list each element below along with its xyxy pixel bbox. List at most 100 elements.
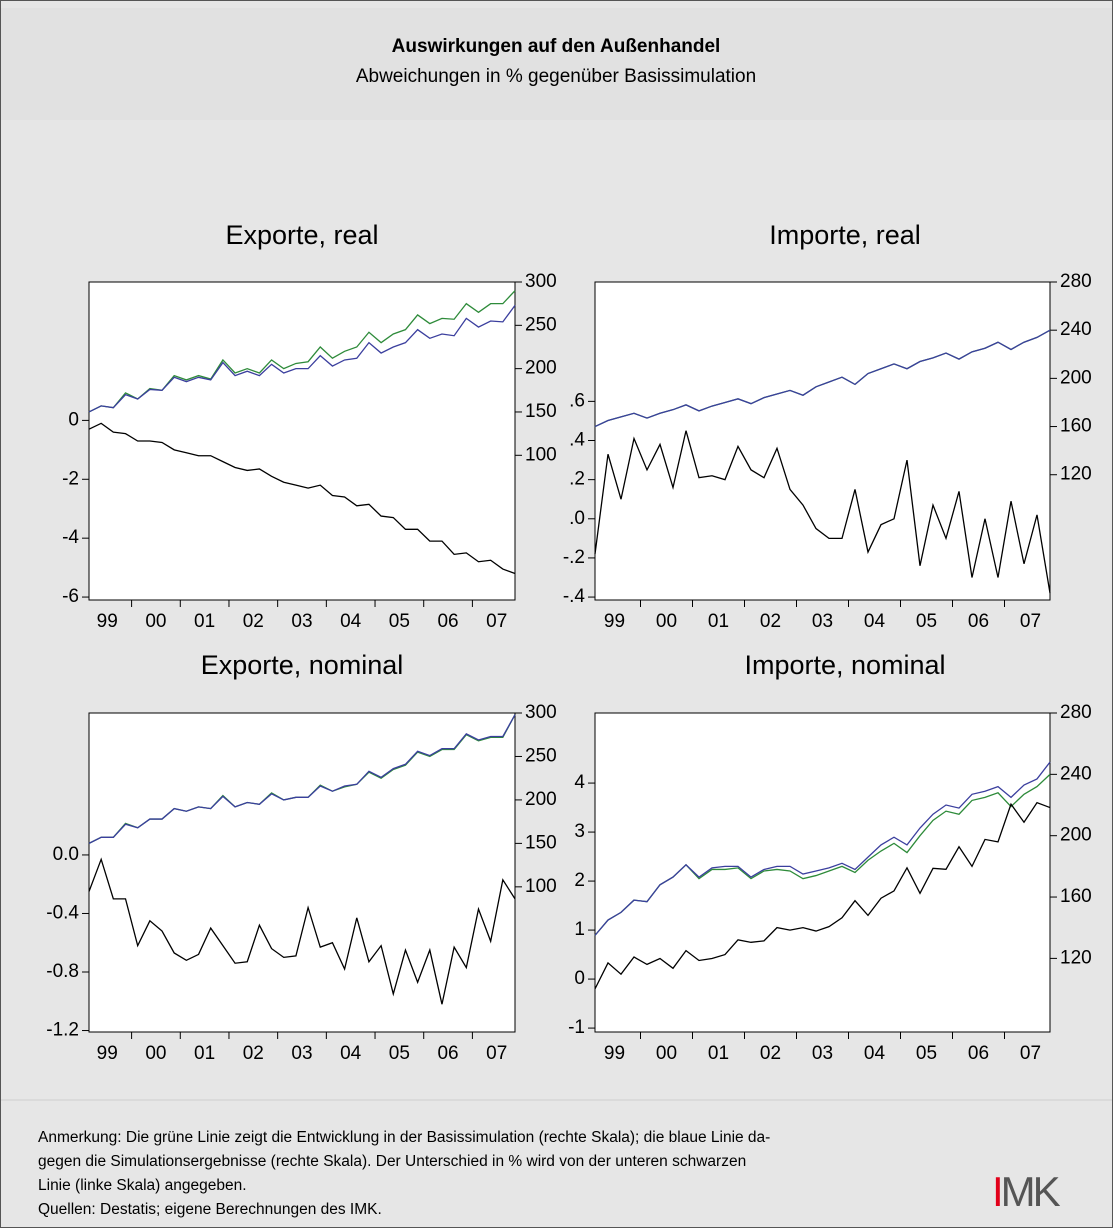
x-tick-label: 99 xyxy=(97,611,118,632)
x-tick-label: 02 xyxy=(760,611,781,632)
x-tick-label: 06 xyxy=(437,1043,458,1064)
page-subtitle: Abweichungen in % gegenüber Basissimulat… xyxy=(356,66,756,87)
note-line: Quellen: Destatis; eigene Berechnungen d… xyxy=(38,1201,382,1218)
panel-title: Importe, real xyxy=(769,220,921,250)
x-tick-label: 06 xyxy=(968,1043,989,1064)
y2-tick-label: 280 xyxy=(1060,271,1092,292)
y2-tick-label: 160 xyxy=(1060,416,1092,437)
y2-tick-label: 120 xyxy=(1060,464,1092,485)
x-tick-label: 06 xyxy=(437,611,458,632)
x-tick-label: 03 xyxy=(812,611,833,632)
x-tick-label: 07 xyxy=(486,1043,507,1064)
plot-area xyxy=(88,712,516,1033)
logo: IMK xyxy=(992,1168,1061,1215)
page-title: Auswirkungen auf den Außenhandel xyxy=(392,36,721,57)
x-tick-label: 01 xyxy=(194,611,215,632)
series-line xyxy=(594,801,1051,990)
series-line xyxy=(88,422,516,575)
y2-tick-label: 120 xyxy=(1060,947,1092,968)
y-tick-label: -0.4 xyxy=(46,902,79,923)
y2-tick-label: 150 xyxy=(525,401,557,422)
y-tick-label: -0.8 xyxy=(46,961,79,982)
y-tick-label: 0 xyxy=(68,409,79,430)
y-tick-label: 4 xyxy=(574,772,585,793)
series-line xyxy=(594,430,1051,594)
note-line: Linie (linke Skala) angegeben. xyxy=(38,1177,247,1194)
x-tick-label: 07 xyxy=(1020,611,1041,632)
y2-tick-label: 200 xyxy=(525,358,557,379)
x-tick-label: 01 xyxy=(194,1043,215,1064)
x-tick-label: 99 xyxy=(97,1043,118,1064)
y2-tick-label: 160 xyxy=(1060,886,1092,907)
y-tick-label: .4 xyxy=(569,430,585,451)
y2-tick-label: 200 xyxy=(1060,825,1092,846)
x-tick-label: 03 xyxy=(291,1043,312,1064)
y-tick-label: 0 xyxy=(574,968,585,989)
y2-tick-label: 250 xyxy=(525,314,557,335)
x-tick-label: 07 xyxy=(1020,1043,1041,1064)
x-tick-label: 03 xyxy=(291,611,312,632)
series-line xyxy=(88,305,516,413)
y-tick-label: .0 xyxy=(569,508,585,529)
plot-area xyxy=(594,712,1051,1033)
panel-title: Exporte, real xyxy=(225,220,378,250)
y-tick-label: -6 xyxy=(62,586,79,607)
series-line xyxy=(88,857,516,1005)
y2-tick-label: 250 xyxy=(525,745,557,766)
x-tick-label: 00 xyxy=(656,611,677,632)
y-tick-label: .2 xyxy=(569,469,585,490)
x-tick-label: 04 xyxy=(340,611,362,632)
x-tick-label: 03 xyxy=(812,1043,833,1064)
y2-tick-label: 240 xyxy=(1060,319,1092,340)
x-tick-label: 05 xyxy=(916,611,937,632)
y2-tick-label: 150 xyxy=(525,832,557,853)
x-tick-label: 01 xyxy=(708,1043,729,1064)
x-tick-label: 99 xyxy=(604,1043,625,1064)
x-tick-label: 02 xyxy=(243,1043,264,1064)
y-tick-label: -2 xyxy=(62,468,79,489)
y-tick-label: .6 xyxy=(569,390,585,411)
panel-title: Exporte, nominal xyxy=(201,650,404,680)
x-tick-label: 02 xyxy=(243,611,264,632)
x-tick-label: 99 xyxy=(604,611,625,632)
series-line xyxy=(594,329,1051,428)
panel-title: Importe, nominal xyxy=(744,650,945,680)
y2-tick-label: 100 xyxy=(525,444,557,465)
y-tick-label: -.2 xyxy=(563,547,585,568)
y-tick-label: 2 xyxy=(574,870,585,891)
x-tick-label: 02 xyxy=(760,1043,781,1064)
plot-area xyxy=(594,281,1051,601)
y2-tick-label: 200 xyxy=(525,789,557,810)
y2-tick-label: 240 xyxy=(1060,763,1092,784)
y-tick-label: -1 xyxy=(568,1017,585,1038)
y-tick-label: 1 xyxy=(574,919,585,940)
x-tick-label: 00 xyxy=(656,1043,677,1064)
x-tick-label: 05 xyxy=(916,1043,937,1064)
x-tick-label: 00 xyxy=(145,1043,166,1064)
y2-tick-label: 200 xyxy=(1060,367,1092,388)
x-tick-label: 07 xyxy=(486,611,507,632)
header-band xyxy=(1,8,1112,120)
x-tick-label: 06 xyxy=(968,611,989,632)
y-tick-label: -1.2 xyxy=(46,1020,79,1041)
x-tick-label: 01 xyxy=(708,611,729,632)
note-line: gegen die Simulationsergebnisse (rechte … xyxy=(38,1153,746,1170)
y-tick-label: 3 xyxy=(574,821,585,842)
y2-tick-label: 300 xyxy=(525,702,557,723)
x-tick-label: 04 xyxy=(340,1043,362,1064)
y2-tick-label: 280 xyxy=(1060,702,1092,723)
plot-area xyxy=(88,281,516,601)
y-tick-label: -.4 xyxy=(563,586,586,607)
y-tick-label: -4 xyxy=(62,527,79,548)
series-line xyxy=(88,714,516,844)
y-tick-label: 0.0 xyxy=(53,844,79,865)
series-line xyxy=(594,761,1051,936)
x-tick-label: 05 xyxy=(389,1043,410,1064)
y2-tick-label: 300 xyxy=(525,271,557,292)
note-line: Anmerkung: Die grüne Linie zeigt die Ent… xyxy=(38,1129,770,1146)
y2-tick-label: 100 xyxy=(525,876,557,897)
x-tick-label: 04 xyxy=(864,611,886,632)
x-tick-label: 05 xyxy=(389,611,410,632)
